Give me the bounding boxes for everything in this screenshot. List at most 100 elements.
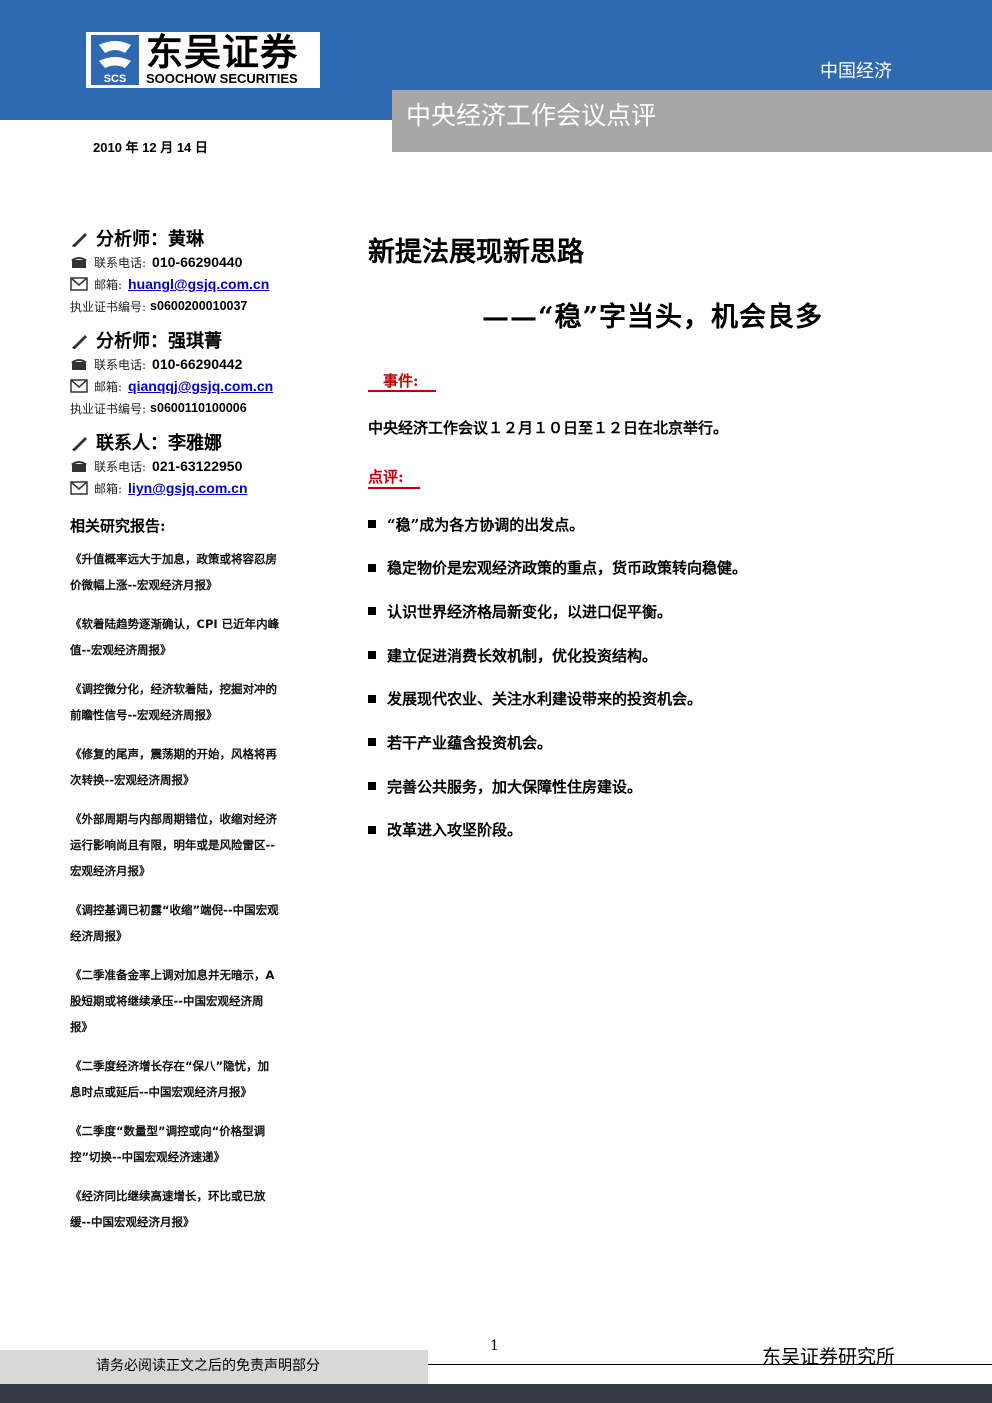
analyst-header: 分析师：强琪菁	[70, 327, 315, 353]
bullet-item: 稳定物价是宏观经济政策的重点，货币政策转向稳健。	[368, 557, 928, 579]
email-link[interactable]: qianqqj@gsjq.com.cn	[128, 378, 274, 394]
main-title: 新提法展现新思路	[368, 237, 584, 268]
contact-name: 联系人：李雅娜	[96, 433, 222, 454]
phone-icon	[71, 461, 87, 472]
institute-name: 东吴证券研究所	[762, 1346, 896, 1368]
bullet-item: 发展现代农业、关注水利建设带来的投资机会。	[368, 688, 928, 710]
envelope-icon	[70, 277, 88, 291]
bullet-item: 若干产业蕴含投资机会。	[368, 731, 928, 753]
cert-line: 执业证书编号: s0600110100006	[70, 397, 315, 419]
email-link[interactable]: huangl@gsjq.com.cn	[128, 276, 270, 292]
related-reports-title: 相关研究报告:	[70, 517, 166, 535]
email-label: 邮箱:	[94, 379, 123, 394]
page-number: 1	[490, 1338, 499, 1354]
bullet-item: 认识世界经济格局新变化，以进口促平衡。	[368, 600, 928, 622]
phone-number: 021-63122950	[152, 458, 243, 474]
bullet-item: “稳”成为各方协调的出发点。	[368, 513, 928, 535]
related-report-item[interactable]: 《调控微分化，经济软着陆，挖掘对冲的前瞻性信号--宏观经济周报》	[70, 682, 277, 722]
bullet-text: 稳定物价是宏观经济政策的重点，货币政策转向稳健。	[387, 559, 748, 578]
logo-chinese-name: 东吴证券	[146, 31, 298, 74]
phone-line: 联系电话: 010-66290442	[70, 353, 315, 375]
related-report-item[interactable]: 《外部周期与内部周期错位，收缩对经济运行影响尚且有限，明年或是风险雷区--宏观经…	[70, 812, 277, 878]
bullet-item: 建立促进消费长效机制，优化投资结构。	[368, 644, 928, 666]
bullet-square-icon	[368, 825, 376, 834]
phone-icon	[71, 257, 87, 268]
sidebar: 分析师：黄琳 联系电话: 010-66290440 邮箱: huangl@gsj…	[70, 225, 315, 1248]
phone-label: 联系电话:	[94, 255, 147, 270]
report-type-band	[392, 90, 992, 152]
footer-band	[0, 1384, 992, 1403]
related-reports-list: 《升值概率远大于加息，政策或将容忍房价微幅上涨--宏观经济月报》 《软着陆趋势逐…	[70, 546, 315, 1235]
bullet-text: 若干产业蕴含投资机会。	[387, 733, 553, 752]
cert-label: 执业证书编号:	[70, 299, 147, 314]
cert-label: 执业证书编号:	[70, 401, 147, 416]
analyst-card: 分析师：黄琳 联系电话: 010-66290440 邮箱: huangl@gsj…	[70, 225, 315, 317]
email-line: 邮箱: huangl@gsjq.com.cn	[70, 273, 315, 295]
pen-icon	[72, 335, 87, 349]
bullet-text: “稳”成为各方协调的出发点。	[387, 515, 585, 534]
report-date: 2010 年 12 月 14 日	[93, 140, 208, 155]
related-report-item[interactable]: 《调控基调已初露“收缩”端倪--中国宏观经济周报》	[70, 903, 279, 943]
bullet-text: 认识世界经济格局新变化，以进口促平衡。	[387, 602, 673, 621]
cert-line: 执业证书编号: s0600200010037	[70, 295, 315, 317]
phone-line: 联系电话: 021-63122950	[70, 455, 315, 477]
event-text: 中央经济工作会议１２月１０日至１２日在北京举行。	[368, 419, 729, 437]
email-label: 邮箱:	[94, 277, 123, 292]
analyst-card: 分析师：强琪菁 联系电话: 010-66290442 邮箱: qianqqj@g…	[70, 327, 315, 419]
phone-number: 010-66290440	[152, 254, 243, 270]
email-label: 邮箱:	[94, 481, 123, 496]
bullet-square-icon	[368, 563, 376, 572]
bullet-text: 完善公共服务，加大保障性住房建设。	[387, 777, 643, 796]
related-report-item[interactable]: 《软着陆趋势逐渐确认，CPI 已近年内峰值--宏观经济周报》	[70, 617, 280, 657]
pen-icon	[72, 233, 87, 247]
analyst-name: 分析师：黄琳	[96, 229, 204, 250]
report-type: 中央经济工作会议点评	[406, 101, 657, 130]
contact-header: 联系人：李雅娜	[70, 429, 315, 455]
related-report-item[interactable]: 《经济同比继续高速增长，环比或已放缓--中国宏观经济月报》	[70, 1189, 266, 1229]
sub-title: ——“稳”字当头，机会良多	[482, 302, 824, 333]
comment-underline	[368, 487, 420, 489]
cert-number: s0600110100006	[150, 401, 247, 415]
contact-card: 联系人：李雅娜 联系电话: 021-63122950 邮箱: liyn@gsjq…	[70, 429, 315, 499]
comment-label: 点评:	[368, 468, 404, 486]
bullet-square-icon	[368, 694, 376, 703]
related-report-item[interactable]: 《二季准备金率上调对加息并无暗示，A 股短期或将继续承压--中国宏观经济周报》	[70, 968, 275, 1034]
related-report-item[interactable]: 《升值概率远大于加息，政策或将容忍房价微幅上涨--宏观经济月报》	[70, 552, 277, 592]
logo-mark-text: SCS	[104, 73, 127, 85]
pen-icon	[72, 437, 87, 451]
event-label: 事件:	[383, 372, 419, 390]
phone-number: 010-66290442	[152, 356, 243, 372]
email-link[interactable]: liyn@gsjq.com.cn	[128, 480, 248, 496]
phone-icon	[71, 359, 87, 370]
bullet-square-icon	[368, 782, 376, 791]
bullet-square-icon	[368, 607, 376, 616]
envelope-icon	[70, 481, 88, 495]
email-line: 邮箱: liyn@gsjq.com.cn	[70, 477, 315, 499]
bullet-square-icon	[368, 738, 376, 747]
related-report-item[interactable]: 《修复的尾声，震荡期的开始，风格将再次转换--宏观经济周报》	[70, 747, 277, 787]
bullet-text: 建立促进消费长效机制，优化投资结构。	[387, 646, 658, 665]
disclaimer-band	[0, 1350, 428, 1384]
email-line: 邮箱: qianqqj@gsjq.com.cn	[70, 375, 315, 397]
bullet-item: 完善公共服务，加大保障性住房建设。	[368, 775, 928, 797]
envelope-icon	[70, 379, 88, 393]
bullet-square-icon	[368, 520, 376, 528]
phone-line: 联系电话: 010-66290440	[70, 251, 315, 273]
related-report-item[interactable]: 《二季度经济增长存在“保八”隐忧，加息时点或延后--中国宏观经济月报》	[70, 1059, 270, 1099]
bullet-square-icon	[368, 651, 376, 660]
comment-bullets: “稳”成为各方协调的出发点。 稳定物价是宏观经济政策的重点，货币政策转向稳健。 …	[368, 513, 928, 863]
logo-english-name: SOOCHOW SECURITIES	[146, 71, 298, 86]
phone-label: 联系电话:	[94, 459, 147, 474]
disclaimer-text: 请务必阅读正文之后的免责声明部分	[96, 1358, 320, 1374]
event-underline	[368, 390, 436, 392]
bullet-text: 改革进入攻坚阶段。	[387, 821, 523, 840]
report-category: 中国经济	[820, 61, 892, 82]
bullet-text: 发展现代农业、关注水利建设带来的投资机会。	[387, 690, 703, 709]
bullet-item: 改革进入攻坚阶段。	[368, 819, 928, 841]
footer-divider	[428, 1364, 992, 1365]
analyst-header: 分析师：黄琳	[70, 225, 315, 251]
analyst-name: 分析师：强琪菁	[96, 331, 222, 352]
cert-number: s0600200010037	[150, 299, 248, 313]
logo-mark-icon: SCS	[91, 35, 139, 85]
related-report-item[interactable]: 《二季度“数量型”调控或向“价格型调控”切换--中国宏观经济速递》	[70, 1124, 266, 1164]
